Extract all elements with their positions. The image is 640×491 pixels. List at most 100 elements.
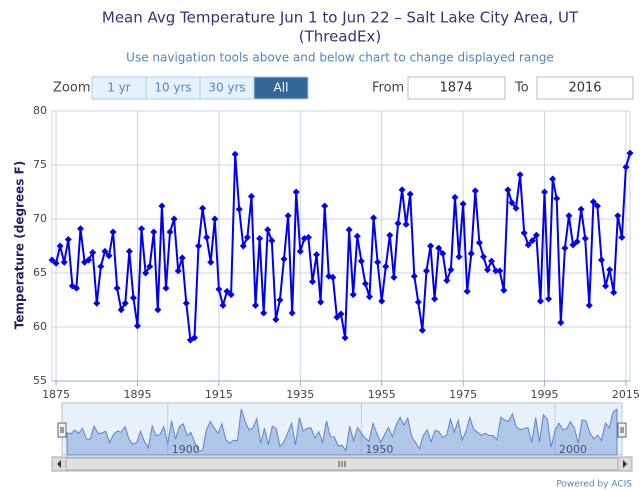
point-marker [459,200,467,208]
point-marker [398,186,406,194]
point-marker [109,228,117,236]
point-marker [174,267,182,275]
handle-grip [620,427,624,433]
point-marker [410,272,418,280]
x-tick-label: 1935 [286,388,314,401]
point-marker [370,214,378,222]
chart-title: Mean Avg Temperature Jun 1 to Jun 22 – S… [102,9,579,27]
zoom-label: Zoom [53,81,90,96]
from-value: 1874 [439,81,472,96]
point-marker [541,188,549,196]
point-marker [361,280,369,288]
point-marker [276,296,284,304]
point-marker [304,233,312,241]
zoom-button-label: 30 yrs [208,81,245,95]
point-marker [455,253,463,261]
arrow-right [623,460,627,468]
point-marker [488,257,496,265]
point-marker [97,263,105,271]
point-marker [569,241,577,249]
point-marker [500,286,508,294]
point-marker [418,326,426,334]
point-marker [431,295,439,303]
point-marker [121,299,129,307]
point-marker [89,248,97,256]
point-marker [243,233,251,241]
point-marker [467,250,475,258]
point-marker [182,299,190,307]
point-marker [138,225,146,233]
point-marker [414,298,422,306]
point-marker [439,250,447,258]
point-marker [321,202,329,210]
x-tick-label: 1955 [368,388,396,401]
point-marker [252,301,260,309]
subtitle: Use navigation tools above and below cha… [126,51,554,65]
navigator-area [66,407,618,456]
point-marker [549,175,557,183]
point-marker [504,186,512,194]
point-marker [190,334,198,342]
point-marker [447,266,455,274]
y-tick-label: 60 [33,320,47,333]
chart-title-line2: (ThreadEx) [299,28,382,46]
point-marker [272,315,280,323]
x-tick-label: 1975 [449,388,477,401]
point-marker [227,291,235,299]
navigator-handle[interactable] [617,422,627,438]
point-marker [117,306,125,314]
point-marker [610,288,618,296]
zoom-button[interactable] [253,76,309,100]
y-tick-label: 65 [33,266,47,279]
y-tick-label: 80 [33,104,47,117]
point-marker [280,255,288,263]
point-marker [614,212,622,220]
arrow-left [57,460,61,468]
point-marker [207,258,215,266]
from-label: From [372,81,404,96]
from-input[interactable] [407,76,506,100]
y-tick-label: 70 [33,212,47,225]
point-marker [199,204,207,212]
x-tick-label: 1915 [205,388,233,401]
point-marker [142,269,150,277]
point-marker [626,149,634,157]
navigator-tick-label: 1950 [365,443,393,456]
point-marker [76,225,84,233]
point-marker [345,226,353,234]
point-marker [394,219,402,227]
to-label: To [514,81,529,96]
to-input[interactable] [536,76,634,100]
point-marker [337,310,345,318]
point-marker [211,215,219,223]
point-marker [536,297,544,305]
point-marker [349,291,357,299]
point-marker [516,171,524,179]
point-marker [365,293,373,301]
point-marker [292,188,300,196]
point-marker [386,231,394,239]
point-marker [52,259,60,267]
point-marker [162,284,170,292]
navigator-handle[interactable] [57,422,67,438]
point-marker [402,220,410,228]
point-marker [357,257,365,265]
point-marker [341,334,349,342]
point-marker [573,238,581,246]
point-marker [606,266,614,274]
point-marker [524,241,532,249]
point-marker [443,277,451,285]
point-marker [532,231,540,239]
point-marker [602,282,610,290]
point-marker [288,309,296,317]
point-marker [374,258,382,266]
point-marker [390,273,398,281]
zoom-button-label: 10 yrs [154,81,191,95]
point-marker [195,242,203,250]
point-marker [260,309,268,317]
point-marker [48,256,56,264]
point-marker [170,215,178,223]
point-marker [101,247,109,255]
scrollbar-grip [338,461,346,467]
point-marker [219,301,227,309]
